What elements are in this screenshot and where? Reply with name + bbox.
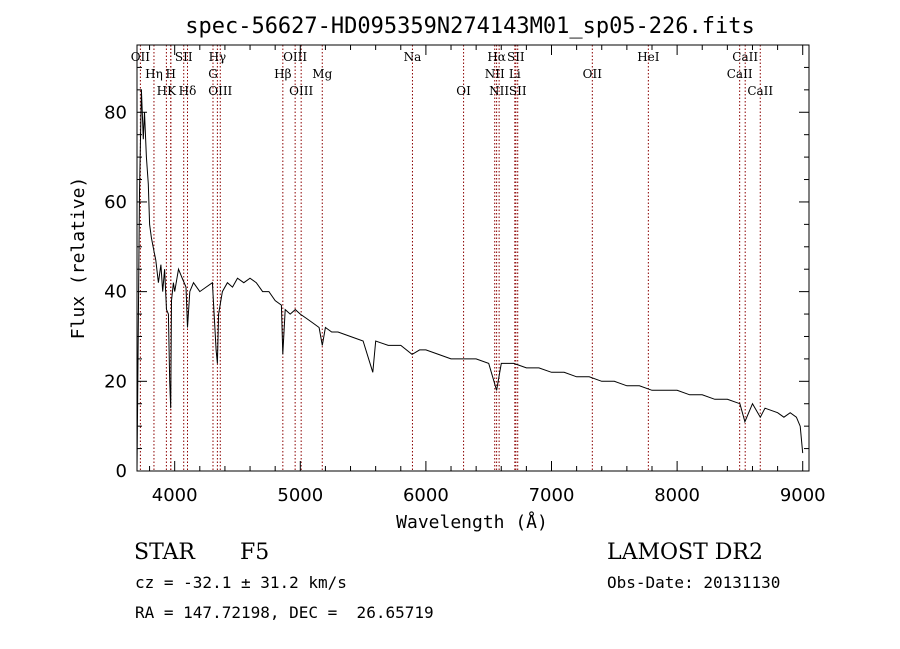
survey-name: LAMOST DR2 xyxy=(607,540,763,565)
line-label: Hα xyxy=(487,50,506,64)
line-label: Mg xyxy=(312,67,332,81)
chart-title: spec-56627-HD095359N274143M01_sp05-226.f… xyxy=(185,14,755,39)
plot-frame xyxy=(136,44,810,472)
y-axis: 0 20 40 60 80 xyxy=(104,44,809,482)
line-label: Hδ xyxy=(179,84,197,98)
object-subclass: F5 xyxy=(240,540,270,565)
line-label: CaII xyxy=(732,50,758,64)
line-label: OI xyxy=(456,84,471,98)
y-tick-label: 80 xyxy=(104,102,127,123)
line-label: Hγ xyxy=(209,50,227,64)
y-tick-label: 20 xyxy=(104,371,127,392)
line-label: OII xyxy=(583,67,603,81)
line-label: H xyxy=(166,67,176,81)
y-tick-label: 60 xyxy=(104,192,127,213)
line-label: HK xyxy=(157,84,177,98)
x-tick-label: 6000 xyxy=(403,485,449,506)
line-label: SII xyxy=(507,50,525,64)
y-tick-label: 0 xyxy=(116,461,127,482)
emission-line-markers xyxy=(139,45,761,471)
line-label: OIII xyxy=(289,84,313,98)
line-label: CaII xyxy=(747,84,773,98)
spectrum-line xyxy=(136,89,804,472)
x-tick-label: 9000 xyxy=(780,485,826,506)
line-label: Na xyxy=(404,50,422,64)
line-label: HeI xyxy=(637,50,660,64)
x-axis: 4000 5000 6000 7000 8000 9000 xyxy=(149,45,826,506)
line-label: CaII xyxy=(727,67,753,81)
line-label: Li xyxy=(509,67,521,81)
line-label: NII xyxy=(489,84,509,98)
line-label: OIII xyxy=(208,84,232,98)
line-label: OIII xyxy=(283,50,307,64)
object-class: STAR xyxy=(134,540,195,565)
coordinates: RA = 147.72198, DEC = 26.65719 xyxy=(135,603,434,622)
line-label: SII xyxy=(509,84,527,98)
line-label: NII xyxy=(485,67,505,81)
y-axis-label: Flux (relative) xyxy=(68,177,89,340)
line-label: SII xyxy=(175,50,193,64)
x-axis-label: Wavelength (Å) xyxy=(396,511,548,533)
line-label: G xyxy=(208,67,218,81)
redshift-velocity: cz = -32.1 ± 31.2 km/s xyxy=(135,573,347,592)
x-tick-label: 5000 xyxy=(277,485,323,506)
y-tick-label: 40 xyxy=(104,282,127,303)
observation-date: Obs-Date: 20131130 xyxy=(607,573,781,592)
line-label: Hη xyxy=(145,67,163,81)
line-label: OII xyxy=(131,50,151,64)
x-tick-label: 7000 xyxy=(529,485,575,506)
line-label: Hβ xyxy=(274,67,291,81)
x-tick-label: 4000 xyxy=(152,485,198,506)
x-tick-label: 8000 xyxy=(654,485,700,506)
